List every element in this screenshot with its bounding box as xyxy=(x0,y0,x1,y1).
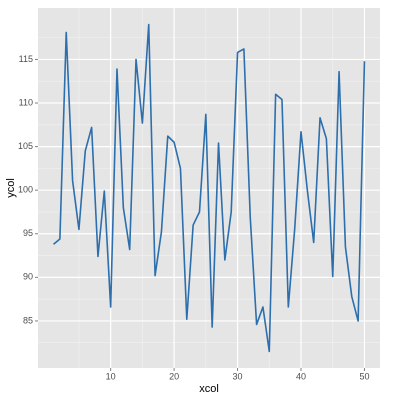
line xyxy=(53,23,366,353)
y-tick-label: 85 xyxy=(23,315,33,325)
x-tick-label: 40 xyxy=(296,371,306,381)
y-tick-label: 105 xyxy=(18,141,33,151)
x-tick-label: 30 xyxy=(233,371,243,381)
y-tick-label: 95 xyxy=(23,228,33,238)
y-tick-label: 115 xyxy=(19,54,33,64)
x-tick-label: 10 xyxy=(106,371,116,381)
y-tick-label: 110 xyxy=(19,97,33,107)
y-axis-label: ycol xyxy=(5,178,17,198)
x-tick-label: 20 xyxy=(169,371,179,381)
x-axis-label: xcol xyxy=(199,383,219,395)
y-tick-label: 90 xyxy=(23,272,33,282)
y-tick-label: 100 xyxy=(18,185,33,195)
x-tick-label: 50 xyxy=(359,371,369,381)
